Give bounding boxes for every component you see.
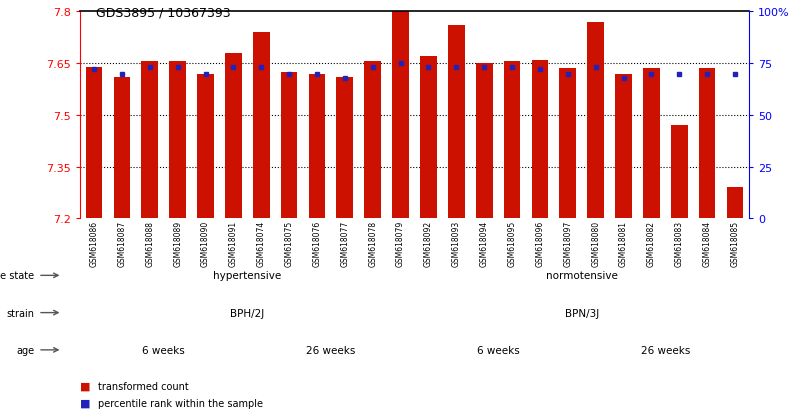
Text: 6 weeks: 6 weeks xyxy=(477,345,520,355)
Bar xyxy=(671,126,687,219)
Bar xyxy=(587,23,604,219)
Bar xyxy=(364,62,381,219)
Bar xyxy=(253,33,270,219)
Bar xyxy=(169,62,186,219)
Bar xyxy=(420,57,437,219)
Bar xyxy=(142,62,158,219)
Bar xyxy=(698,69,715,219)
Text: disease state: disease state xyxy=(0,271,34,281)
Bar xyxy=(86,67,103,219)
Bar xyxy=(476,64,493,219)
Bar xyxy=(727,188,743,219)
Bar xyxy=(643,69,660,219)
Bar xyxy=(308,74,325,219)
Text: percentile rank within the sample: percentile rank within the sample xyxy=(98,398,263,408)
Bar xyxy=(532,61,549,219)
Bar xyxy=(225,54,242,219)
Bar xyxy=(280,73,297,219)
Text: ■: ■ xyxy=(80,398,91,408)
Text: transformed count: transformed count xyxy=(98,381,188,391)
Text: normotensive: normotensive xyxy=(545,271,618,281)
Text: 26 weeks: 26 weeks xyxy=(641,345,690,355)
Bar xyxy=(114,78,131,219)
Text: GDS3895 / 10367393: GDS3895 / 10367393 xyxy=(96,6,231,19)
Bar xyxy=(197,74,214,219)
Bar xyxy=(504,62,521,219)
Text: age: age xyxy=(16,345,34,355)
Text: hypertensive: hypertensive xyxy=(213,271,281,281)
Text: strain: strain xyxy=(6,308,34,318)
Text: ■: ■ xyxy=(80,381,91,391)
Text: BPN/3J: BPN/3J xyxy=(565,308,599,318)
Text: BPH/2J: BPH/2J xyxy=(230,308,264,318)
Bar xyxy=(559,69,576,219)
Bar xyxy=(448,26,465,219)
Bar xyxy=(392,12,409,219)
Text: 26 weeks: 26 weeks xyxy=(306,345,356,355)
Bar xyxy=(615,74,632,219)
Bar xyxy=(336,78,353,219)
Text: 6 weeks: 6 weeks xyxy=(143,345,185,355)
